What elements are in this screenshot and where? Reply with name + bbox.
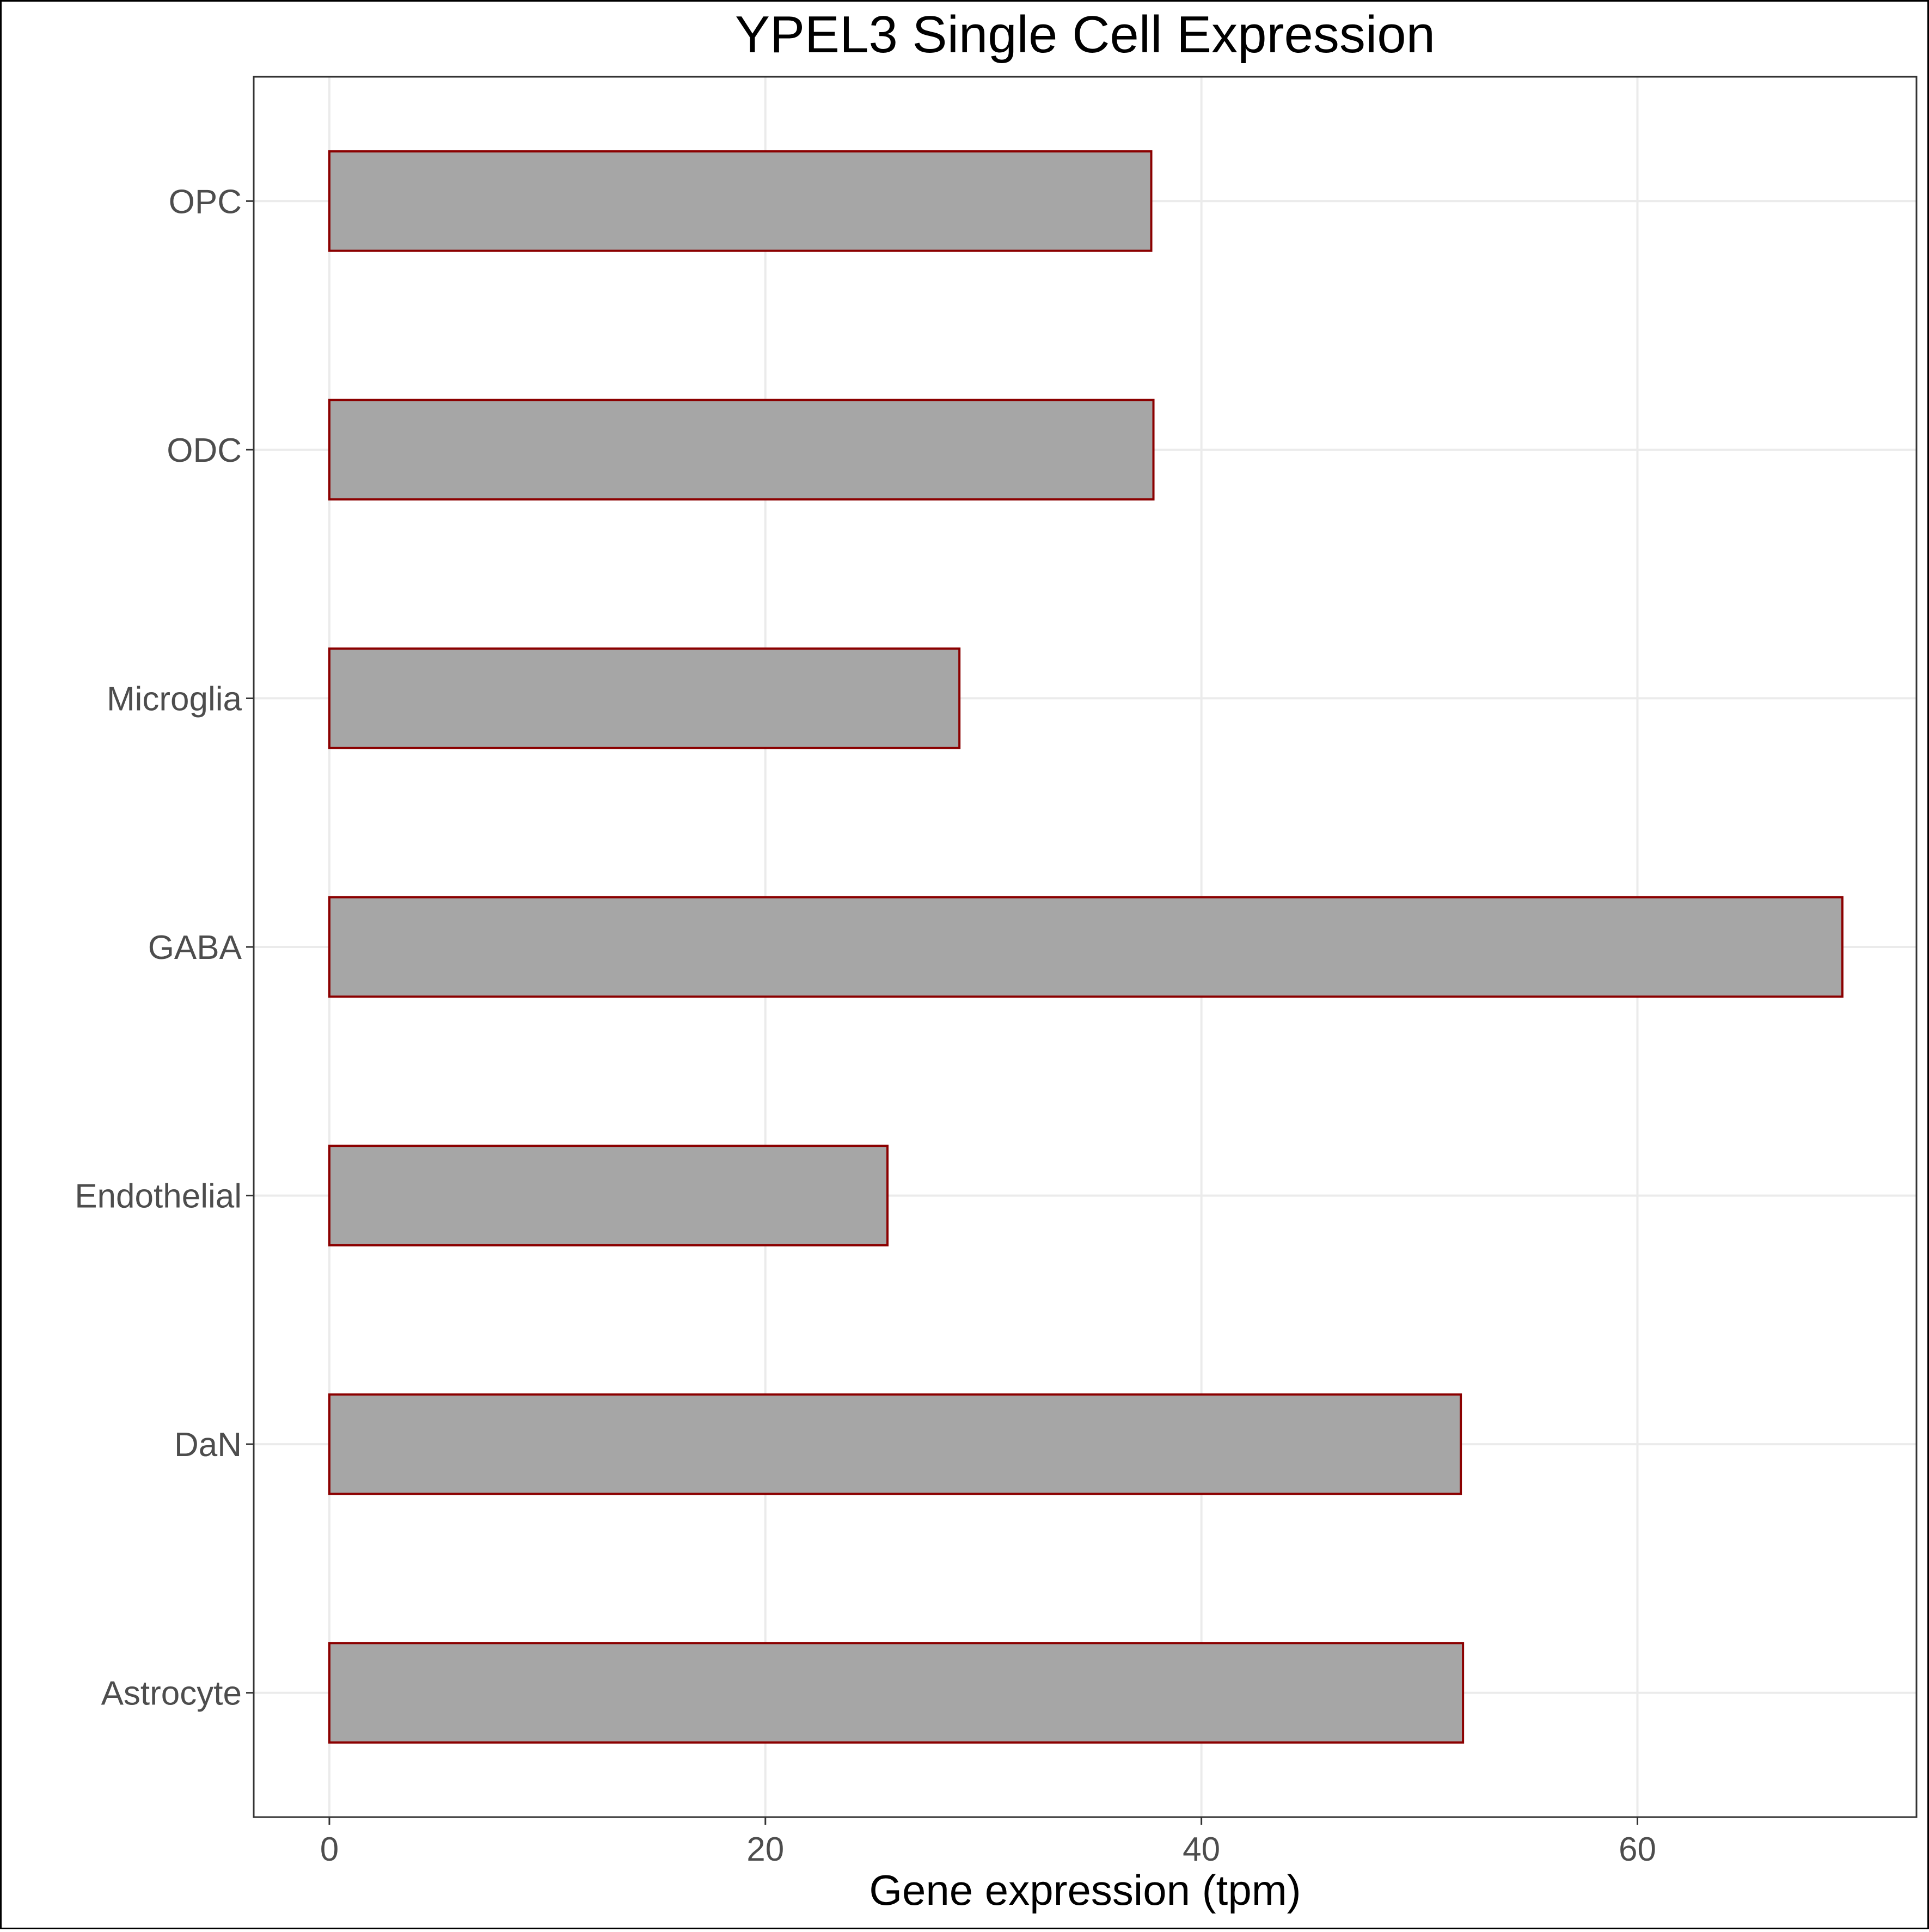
bar-gaba — [328, 896, 1844, 998]
bar-odc — [328, 399, 1155, 501]
y-tick-label: GABA — [148, 929, 242, 967]
x-tick-label: 40 — [1183, 1831, 1220, 1868]
y-tick-label: ODC — [167, 432, 242, 469]
x-axis-title: Gene expression (tpm) — [869, 1866, 1301, 1914]
x-tick-label: 20 — [746, 1831, 784, 1868]
bar-astrocyte — [328, 1642, 1465, 1744]
bar-opc — [328, 150, 1153, 252]
bar-microglia — [328, 647, 961, 749]
bars — [328, 150, 1844, 1744]
y-tick-label: Endothelial — [75, 1178, 242, 1215]
bar-dan — [328, 1393, 1462, 1495]
chart-title: YPEL3 Single Cell Expression — [735, 5, 1435, 64]
axis-ticks — [246, 200, 1638, 1825]
y-tick-label: Microglia — [107, 680, 242, 718]
y-tick-label: DaN — [174, 1426, 242, 1464]
y-tick-label: OPC — [169, 183, 242, 221]
y-tick-label: Astrocyte — [101, 1675, 242, 1713]
x-tick-label: 60 — [1619, 1831, 1656, 1868]
x-tick-label: 0 — [320, 1831, 339, 1868]
bar-endothelial — [328, 1145, 889, 1246]
